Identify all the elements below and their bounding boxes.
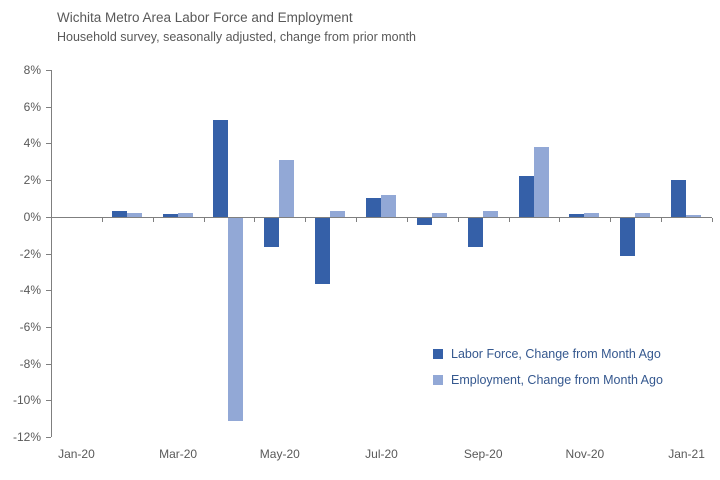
bar-employment-Feb-20 [126,213,142,217]
bar-employment-Dec-20 [635,213,651,217]
x-axis-label: Jul-20 [365,447,398,461]
bar-employment-Nov-20 [584,213,600,217]
bar-labor-force-Feb-20 [111,211,127,217]
bar-employment-Jun-20 [330,211,346,217]
y-axis-tick [46,180,51,182]
y-axis-tick [46,253,51,255]
bar-labor-force-Oct-20 [518,176,534,217]
y-axis-tick [46,70,51,71]
x-axis-tick [457,217,459,222]
legend-swatch-icon [433,375,443,385]
y-axis-tick [46,143,51,145]
x-axis-tick [203,217,205,222]
bar-labor-force-Jun-20 [315,217,331,284]
x-axis-tick [661,217,663,222]
y-axis-label: -6% [19,319,41,334]
legend-item-labor-force: Labor Force, Change from Month Ago [433,341,663,367]
bar-employment-May-20 [279,159,295,217]
legend-label: Labor Force, Change from Month Ago [451,347,661,361]
bar-employment-Oct-20 [533,147,549,217]
bar-employment-Jan-21 [686,214,702,217]
x-axis-tick [101,217,103,222]
y-axis-tick [46,106,51,108]
bar-labor-force-Nov-20 [569,214,585,217]
legend-item-employment: Employment, Change from Month Ago [433,367,663,393]
y-axis-label: -12% [12,430,41,444]
x-axis-label: Sep-20 [463,447,503,461]
y-axis-tick [46,400,51,402]
bar-employment-Aug-20 [431,213,447,217]
y-axis-tick [46,290,51,292]
y-axis-label: -2% [19,246,41,261]
y-axis-label: -4% [19,283,41,298]
bar-labor-force-Jul-20 [366,198,381,217]
y-axis-label: -8% [19,356,41,371]
x-axis-tick [559,217,561,222]
bar-employment-Sep-20 [482,211,498,217]
x-axis-label: Jan-20 [58,447,95,461]
x-axis-tick [152,217,154,222]
y-axis-label: 8% [23,63,41,77]
y-axis-label: 2% [23,173,41,188]
chart-subtitle: Household survey, seasonally adjusted, c… [57,30,416,44]
bar-employment-Mar-20 [177,213,193,217]
x-axis-tick [356,217,358,222]
x-axis-label: Mar-20 [159,447,198,461]
x-axis-line [51,216,712,218]
chart-title: Wichita Metro Area Labor Force and Emplo… [57,10,353,25]
x-axis-tick [712,217,713,222]
bar-employment-Apr-20 [228,217,244,422]
x-axis-tick [508,217,510,222]
legend-swatch-icon [433,349,443,359]
x-axis-label: Jan-21 [668,447,705,461]
y-axis-label: 0% [23,209,41,224]
x-axis-tick [254,217,256,222]
bar-labor-force-Jan-21 [671,180,687,217]
x-axis-tick [610,217,612,222]
x-axis-label: May-20 [259,447,300,461]
x-axis-tick [305,217,307,222]
x-axis-tick [406,217,408,222]
y-axis-label: 6% [23,99,41,114]
chart-legend: Labor Force, Change from Month Ago Employ… [433,341,663,393]
bar-labor-force-May-20 [264,217,280,248]
y-axis-label: -10% [12,393,41,408]
bar-labor-force-Aug-20 [416,217,432,226]
bar-employment-Jul-20 [381,194,396,217]
y-axis-tick [46,326,51,328]
legend-label: Employment, Change from Month Ago [451,373,663,387]
y-axis-tick [46,437,51,438]
bar-labor-force-Sep-20 [467,217,483,248]
y-axis-tick [46,216,51,218]
bar-labor-force-Mar-20 [162,214,178,217]
y-axis-tick [46,363,51,365]
y-axis-label: 4% [23,136,41,151]
x-axis-label: Nov-20 [565,447,605,461]
bar-labor-force-Apr-20 [213,119,229,217]
bar-labor-force-Dec-20 [620,217,636,257]
y-axis-line [51,70,52,437]
